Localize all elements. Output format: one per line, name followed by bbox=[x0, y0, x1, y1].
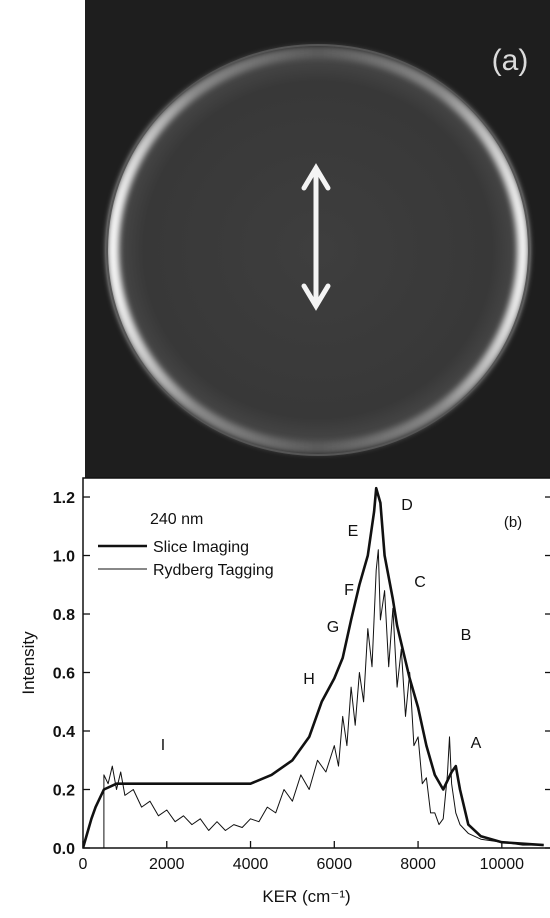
plot-area bbox=[83, 486, 544, 848]
peak-annotation: B bbox=[461, 627, 472, 644]
peak-annotation: G bbox=[327, 619, 339, 636]
peak-annotation: A bbox=[471, 735, 482, 752]
peak-annotation: I bbox=[161, 737, 165, 754]
x-tick-label: 2000 bbox=[149, 856, 185, 873]
panel-label: (a) bbox=[492, 44, 529, 77]
y-tick-label: 0.6 bbox=[53, 666, 75, 683]
panel-label: (b) bbox=[504, 514, 522, 531]
y-axis-label: Intensity bbox=[19, 631, 38, 695]
y-tick-label: 0.8 bbox=[53, 607, 75, 624]
y-tick-label: 1.2 bbox=[53, 490, 75, 507]
x-tick-label: 8000 bbox=[400, 856, 436, 873]
image-ring-outer bbox=[106, 44, 530, 456]
legend-title: 240 nm bbox=[150, 511, 203, 528]
peak-annotation: F bbox=[344, 582, 354, 599]
x-tick-label: 6000 bbox=[317, 856, 353, 873]
peak-annotation: E bbox=[348, 523, 359, 540]
y-tick-label: 0.0 bbox=[53, 841, 75, 858]
plot-frame bbox=[82, 477, 550, 849]
peak-annotation: D bbox=[401, 497, 413, 514]
image-panel: (a) bbox=[85, 0, 550, 478]
series-line bbox=[103, 549, 544, 848]
y-tick-label: 1.0 bbox=[53, 549, 75, 566]
polarization-arrow bbox=[301, 163, 331, 311]
image-ring bbox=[107, 46, 529, 454]
legend-label: Rydberg Tagging bbox=[153, 562, 274, 579]
y-tick-label: 0.2 bbox=[53, 783, 75, 800]
series-line bbox=[83, 486, 544, 848]
x-axis-label: KER (cm⁻¹) bbox=[262, 887, 350, 906]
x-tick-label: 0 bbox=[79, 856, 88, 873]
legend-label: Slice Imaging bbox=[153, 539, 249, 556]
peak-annotation: C bbox=[414, 574, 426, 591]
peak-annotation: H bbox=[303, 671, 315, 688]
x-tick-label: 4000 bbox=[233, 856, 269, 873]
x-tick-label: 10000 bbox=[480, 856, 525, 873]
y-tick-label: 0.4 bbox=[53, 724, 75, 741]
